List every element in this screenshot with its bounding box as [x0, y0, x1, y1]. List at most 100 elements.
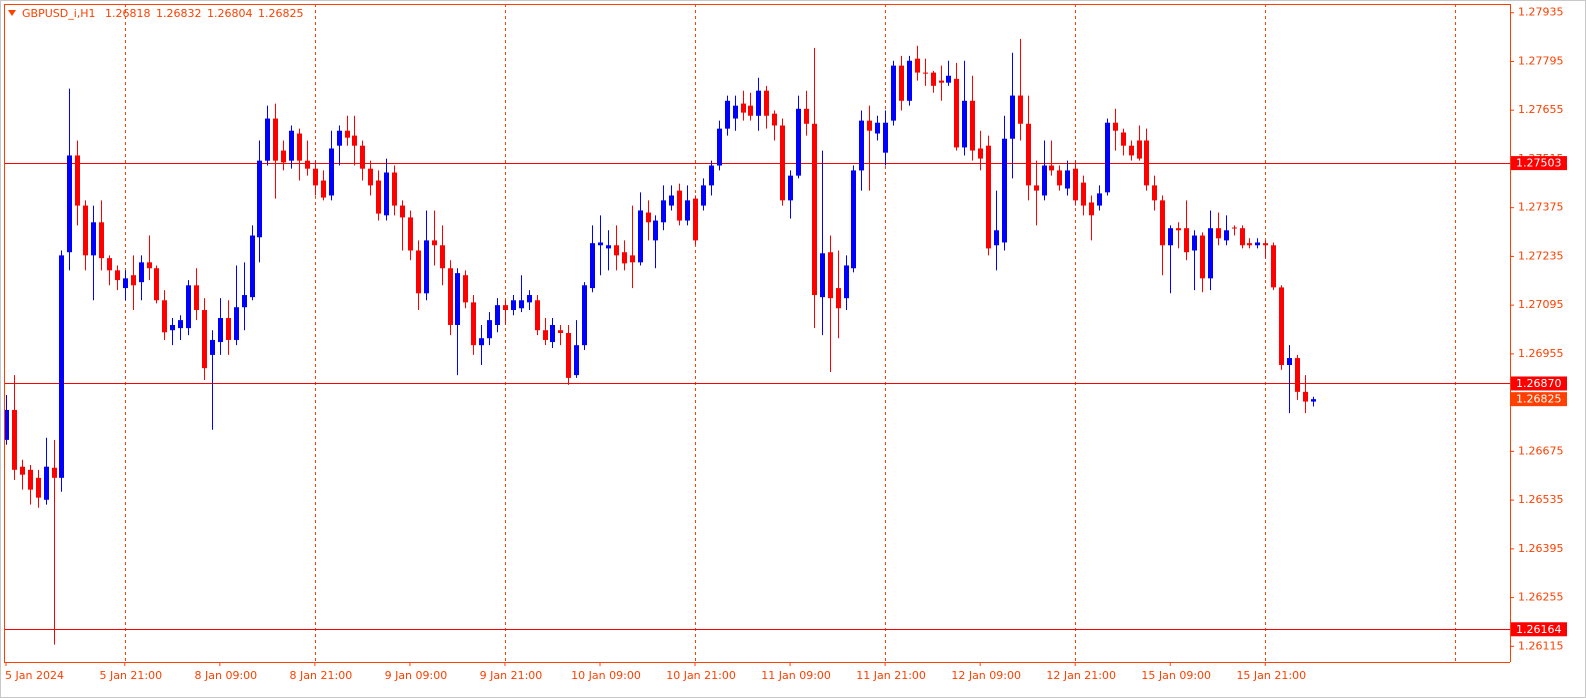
candle-body	[1287, 358, 1292, 366]
candle-body	[986, 145, 991, 249]
y-tick-label: 1.27375	[1518, 201, 1564, 214]
candle-body	[139, 262, 144, 283]
candle-body	[646, 212, 651, 223]
candle-body	[1255, 242, 1260, 246]
candle-body	[99, 222, 104, 259]
candle-body	[194, 285, 199, 311]
candle-body	[598, 242, 603, 246]
candle-body	[725, 100, 730, 129]
grid-layer	[4, 4, 1510, 662]
candle-body	[962, 100, 967, 148]
candle-body	[281, 150, 286, 163]
candle-body	[305, 160, 310, 169]
candle-body	[479, 338, 484, 346]
x-tick-label: 15 Jan 21:00	[1236, 669, 1306, 682]
candle-body	[147, 262, 152, 269]
candle-body	[75, 155, 80, 206]
title-close: 1.26825	[258, 7, 304, 20]
candle-body	[115, 270, 120, 281]
candle-body	[400, 205, 405, 218]
candle-body	[376, 180, 381, 214]
candle-body	[1073, 168, 1078, 201]
candle-body	[1208, 228, 1213, 279]
candle-body	[946, 75, 951, 83]
x-tick-label: 9 Jan 21:00	[480, 669, 543, 682]
title-open: 1.26818	[105, 7, 151, 20]
candle-body	[257, 160, 262, 238]
candle-body	[297, 133, 302, 161]
candle-body	[970, 100, 975, 151]
candle-body	[123, 278, 128, 289]
hline-label: 1.26164	[1516, 623, 1562, 636]
candle-body	[28, 469, 33, 490]
chart-title: GBPUSD_i,H1 1.26818 1.26832 1.26804 1.26…	[22, 7, 304, 20]
candle-body	[352, 135, 357, 146]
candle-body	[1279, 287, 1284, 366]
candle-body	[535, 300, 540, 331]
candle-body	[1240, 228, 1245, 246]
candle-body	[360, 145, 365, 169]
candle-body	[606, 245, 611, 249]
candle-body	[321, 180, 326, 198]
menu-arrow[interactable]	[8, 10, 16, 16]
candle-body	[36, 477, 41, 498]
candle-body	[44, 466, 49, 500]
candle-body	[226, 318, 231, 340]
candle-body	[432, 240, 437, 246]
candle-body	[91, 222, 96, 256]
y-tick-label: 1.26395	[1518, 542, 1564, 555]
candle-body	[669, 195, 674, 206]
candle-body	[764, 90, 769, 116]
candle-body	[859, 120, 864, 171]
candle-body	[622, 252, 627, 264]
candle-body	[1168, 228, 1173, 246]
hline-box	[1511, 622, 1567, 637]
candle-body	[748, 105, 753, 116]
candle-body	[1247, 243, 1252, 246]
candle-body	[162, 300, 167, 333]
x-tick-label: 8 Jan 21:00	[290, 669, 353, 682]
candle-body	[1224, 230, 1229, 241]
candle-body	[1042, 165, 1047, 196]
candle-body	[994, 230, 999, 246]
candle-body	[527, 295, 532, 303]
candle-body	[218, 318, 223, 343]
x-tick-label: 11 Jan 09:00	[761, 669, 831, 682]
symbol: GBPUSD_i,H1	[22, 7, 96, 20]
candle-body	[788, 175, 793, 201]
candle-body	[20, 466, 25, 475]
candle-body	[234, 307, 239, 340]
y-tick-label: 1.27795	[1518, 54, 1564, 67]
x-tick-label: 9 Jan 09:00	[385, 669, 448, 682]
candle-body	[772, 113, 777, 126]
candle-body	[1057, 170, 1062, 186]
candle-body	[693, 198, 698, 241]
candle-body	[558, 330, 563, 333]
candle-body	[978, 148, 983, 159]
y-tick-label: 1.27935	[1518, 6, 1564, 19]
candle-body	[844, 265, 849, 299]
candle-body	[186, 285, 191, 329]
y-tick-label: 1.26955	[1518, 347, 1564, 360]
candle-body	[931, 72, 936, 86]
candle-body	[685, 200, 690, 221]
x-tick-label: 11 Jan 21:00	[856, 669, 926, 682]
candle-body	[836, 288, 841, 309]
candle-body	[511, 300, 516, 311]
candle-body	[368, 168, 373, 186]
candle-layer	[4, 38, 1316, 645]
candle-body	[52, 467, 57, 478]
y-tick-label: 1.26255	[1518, 591, 1564, 604]
candle-body	[1002, 138, 1007, 243]
candle-body	[661, 200, 666, 223]
candle-body	[804, 108, 809, 124]
candle-body	[1010, 95, 1015, 139]
candle-body	[899, 65, 904, 101]
candle-body	[756, 90, 761, 116]
candle-body	[1081, 182, 1086, 206]
candle-body	[242, 295, 247, 308]
candle-body	[131, 275, 136, 286]
candle-body	[1018, 95, 1023, 124]
